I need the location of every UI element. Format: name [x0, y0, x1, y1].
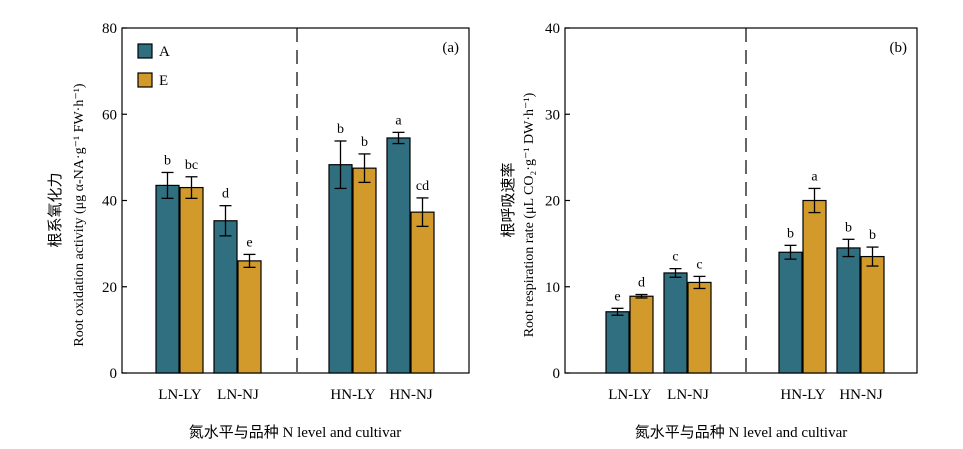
bar-A-HN-LY — [778, 251, 803, 374]
significance-letter: c — [696, 257, 702, 272]
legend-label-E: E — [159, 73, 168, 89]
bar-A-LN-LY — [605, 311, 630, 374]
x-axis-label: 氮水平与品种 N level and cultivar — [635, 424, 847, 441]
significance-letter: b — [361, 135, 368, 150]
x-tick-label: LN-NJ — [217, 387, 259, 403]
bar-E-HN-NJ — [860, 255, 885, 374]
bar-A-HN-NJ — [386, 137, 411, 374]
panel-label: (b) — [890, 40, 908, 56]
bar-E-HN-LY — [802, 199, 827, 374]
y-tick-label: 60 — [102, 107, 117, 123]
bar-E-LN-LY — [629, 295, 654, 374]
y-axis-label-cn: 根系氧化力 — [47, 172, 64, 247]
y-tick-label: 10 — [545, 280, 560, 296]
significance-letter: b — [787, 226, 794, 241]
bar-E-LN-NJ — [687, 281, 712, 374]
legend: AE — [137, 43, 170, 89]
y-axis-label-en: Root oxidation activity (μg α-NA·g⁻¹ FW·… — [72, 83, 87, 346]
panel-label: (a) — [442, 40, 459, 56]
significance-letter: b — [337, 122, 344, 137]
chart-panel-a: 0 20 40 60 80 b d b a bc e b cd LN-LY LN-NJ HN-LY HN-NJ (… — [47, 21, 470, 441]
bar-E-HN-NJ — [410, 211, 435, 374]
y-tick-label: 30 — [545, 107, 560, 123]
y-tick-label: 80 — [102, 21, 117, 37]
x-tick-label: HN-NJ — [839, 387, 882, 403]
legend-swatch-E — [137, 72, 153, 88]
y-tick-label: 0 — [553, 366, 561, 382]
x-tick-label: HN-NJ — [389, 387, 432, 403]
y-tick-label: 0 — [110, 366, 118, 382]
x-tick-label: LN-LY — [158, 387, 202, 403]
bar-E-LN-NJ — [237, 260, 262, 374]
y-axis-label-cn: 根呼吸速率 — [500, 162, 517, 237]
bar-A-HN-LY — [328, 164, 353, 374]
legend-swatch-A — [137, 43, 153, 59]
legend-label-A: A — [159, 44, 170, 60]
significance-letter: b — [164, 153, 171, 168]
significance-letter: a — [395, 113, 402, 128]
y-axis-label-en: Root respiration rate (μL CO₂·g⁻¹ DW·h⁻¹… — [522, 92, 537, 337]
x-tick-label: LN-LY — [608, 387, 652, 403]
significance-letter: b — [869, 228, 876, 243]
significance-letter: e — [246, 235, 252, 250]
y-tick-label: 20 — [102, 280, 117, 296]
x-tick-label: HN-LY — [780, 387, 825, 403]
bar-A-LN-LY — [155, 184, 180, 374]
bar-A-HN-NJ — [836, 247, 861, 374]
y-tick-label: 20 — [545, 194, 560, 210]
significance-letter: cd — [416, 179, 429, 194]
significance-letter: d — [222, 187, 229, 202]
bar-A-LN-NJ — [213, 220, 238, 374]
significance-letter: c — [672, 250, 678, 265]
y-tick-label: 40 — [545, 21, 560, 37]
x-axis-label: 氮水平与品种 N level and cultivar — [189, 424, 401, 441]
bar-E-LN-LY — [179, 186, 204, 374]
y-tick-label: 40 — [102, 194, 117, 210]
significance-letter: b — [845, 220, 852, 235]
significance-letter: e — [614, 289, 620, 304]
significance-letter: a — [811, 169, 818, 184]
chart-panel-b: 0 10 20 30 40 e c b b d c a b LN-LY LN-NJ HN-LY HN-NJ (b)… — [500, 21, 918, 441]
significance-letter: bc — [185, 158, 198, 173]
bar-E-HN-LY — [352, 167, 377, 374]
x-tick-label: HN-LY — [330, 387, 375, 403]
x-tick-label: LN-NJ — [667, 387, 709, 403]
bar-A-LN-NJ — [663, 272, 688, 374]
significance-letter: d — [638, 276, 645, 291]
